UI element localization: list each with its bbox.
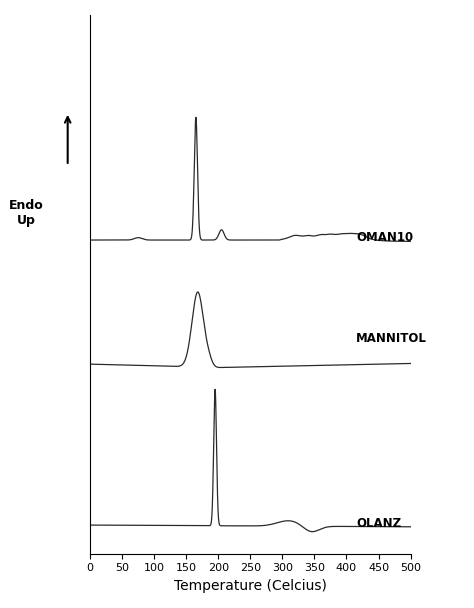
Text: OMAN10: OMAN10 <box>356 232 413 244</box>
Text: OLANZ: OLANZ <box>356 517 401 530</box>
Text: Endo
Up: Endo Up <box>9 199 44 227</box>
X-axis label: Temperature (Celcius): Temperature (Celcius) <box>174 579 327 593</box>
Text: MANNITOL: MANNITOL <box>356 333 427 345</box>
